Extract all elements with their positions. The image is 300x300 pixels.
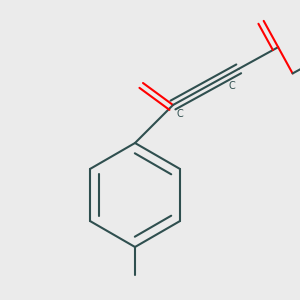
Text: C: C [228,81,235,91]
Text: C: C [177,109,183,119]
